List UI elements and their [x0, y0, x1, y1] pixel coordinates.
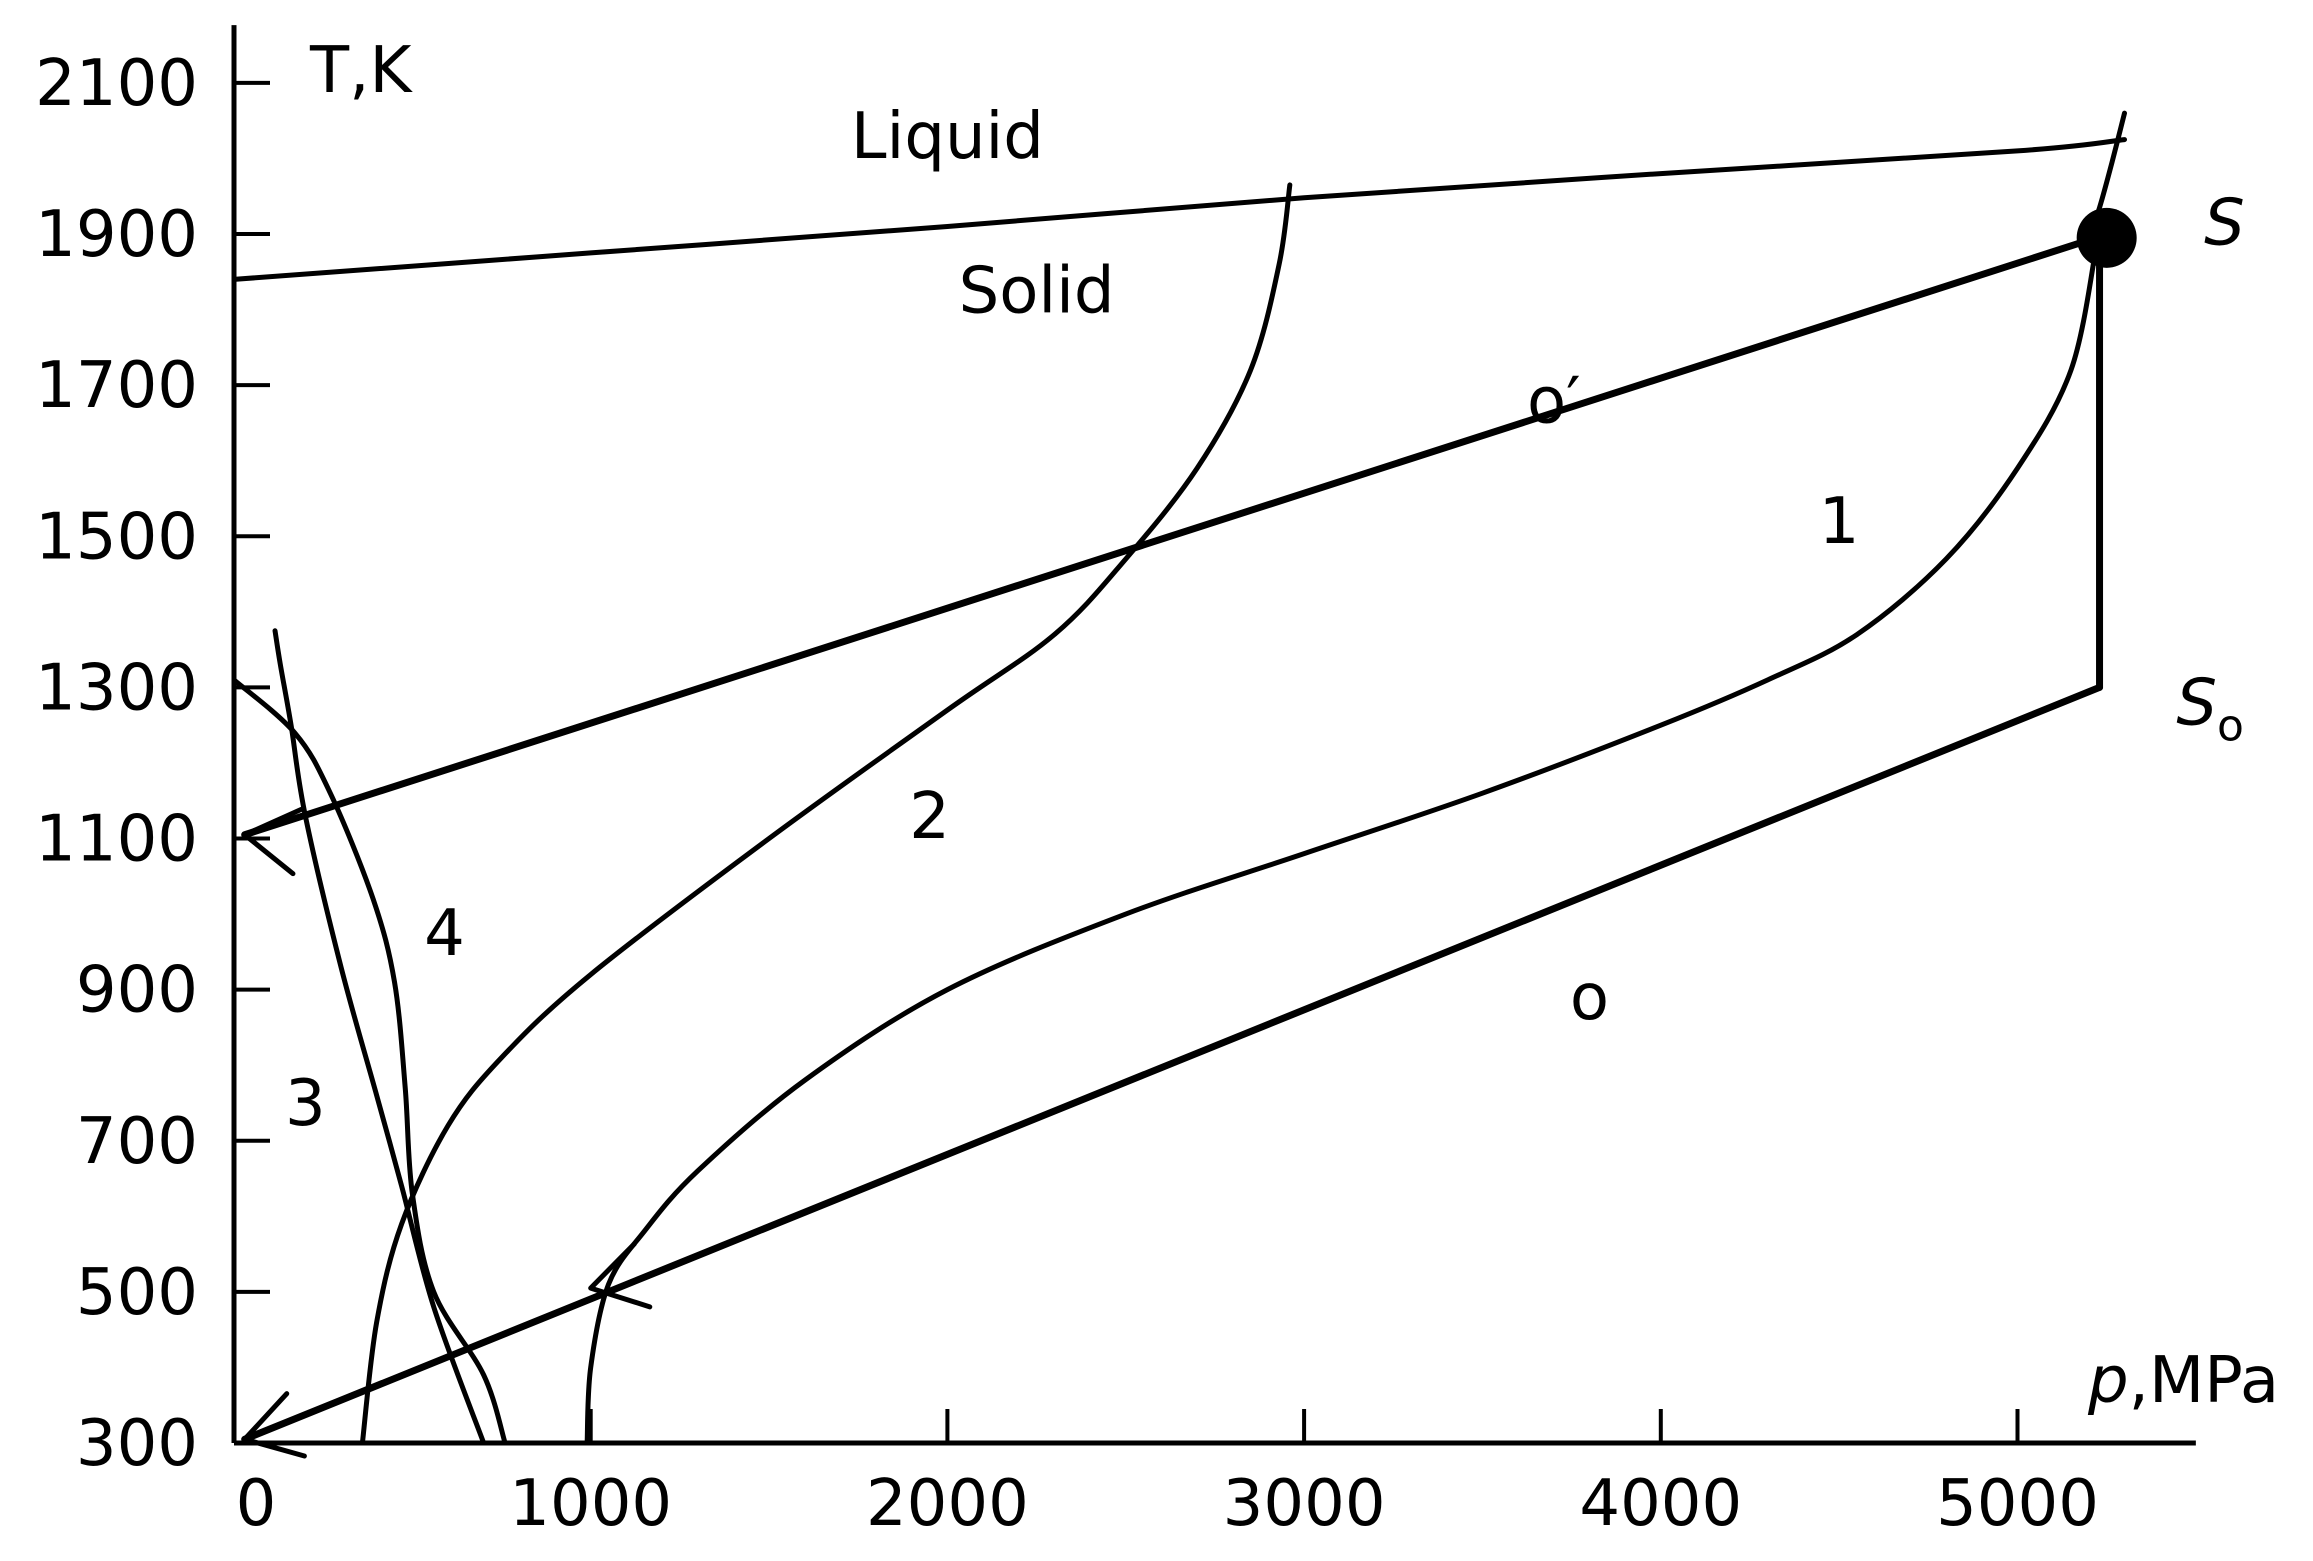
curve-label-4: 4 [424, 897, 465, 971]
y-tick-label-2100: 2100 [35, 47, 198, 121]
y-tick-label-700: 700 [76, 1105, 198, 1179]
curve-label-5: o [1570, 961, 1609, 1035]
curve-4 [231, 677, 508, 1446]
x-tick-label-5000: 5000 [1936, 1467, 2099, 1541]
x-tick-label-0: 0 [236, 1467, 277, 1541]
x-tick-label-2000: 2000 [866, 1467, 1029, 1541]
y-axis-title: T,K [309, 34, 413, 108]
x-axis-title: p,MPa [2087, 1344, 2279, 1418]
region-label-solid: Solid [959, 255, 1115, 329]
curves [231, 110, 2137, 1459]
curve-3 [272, 628, 487, 1446]
point-S [2076, 207, 2137, 268]
curve-label-0: o′ [1527, 364, 1581, 438]
x-tick-label-1000: 1000 [509, 1467, 672, 1541]
point-label-symbol-1: S [2176, 667, 2217, 741]
point-label-symbol-0: S [2204, 187, 2245, 261]
x-tick-label-3000: 3000 [1223, 1467, 1386, 1541]
y-tick-label-900: 900 [76, 954, 198, 1028]
curve-label-1: 1 [1819, 485, 1860, 559]
arrow-o-mid [588, 1241, 653, 1310]
axes: 0 1000 2000 3000 4000 5000 300 500 700 900 1100 130… [35, 25, 2196, 1541]
point-label-subscript-1: o [2217, 701, 2244, 752]
path-o-prime [241, 234, 2100, 839]
arrow-o-end [242, 1391, 307, 1459]
y-tick-label-1300: 1300 [35, 651, 198, 725]
y-tick-label-1100: 1100 [35, 803, 198, 877]
curve-label-2: 2 [909, 780, 950, 854]
y-tick-label-1500: 1500 [35, 500, 198, 574]
curve-2 [359, 182, 1293, 1446]
curve-1 [584, 246, 2099, 1446]
y-tick-label-1900: 1900 [35, 198, 198, 272]
x-axis-title-symbol: p [2087, 1344, 2129, 1418]
region-label-liquid: Liquid [851, 100, 1044, 174]
point-label-0: S [2204, 187, 2245, 261]
y-tick-label-1700: 1700 [35, 349, 198, 423]
arrow-o-prime [242, 806, 304, 877]
x-tick-label-4000: 4000 [1579, 1467, 1742, 1541]
melting-line [231, 137, 2128, 282]
point-label-1: So [2176, 667, 2244, 752]
curve-label-3: 3 [285, 1067, 326, 1141]
y-tick-label-500: 500 [76, 1256, 198, 1330]
path-o [241, 683, 2104, 1443]
y-tick-label-300: 300 [76, 1407, 198, 1481]
x-axis-title-unit: ,MPa [2129, 1344, 2280, 1418]
